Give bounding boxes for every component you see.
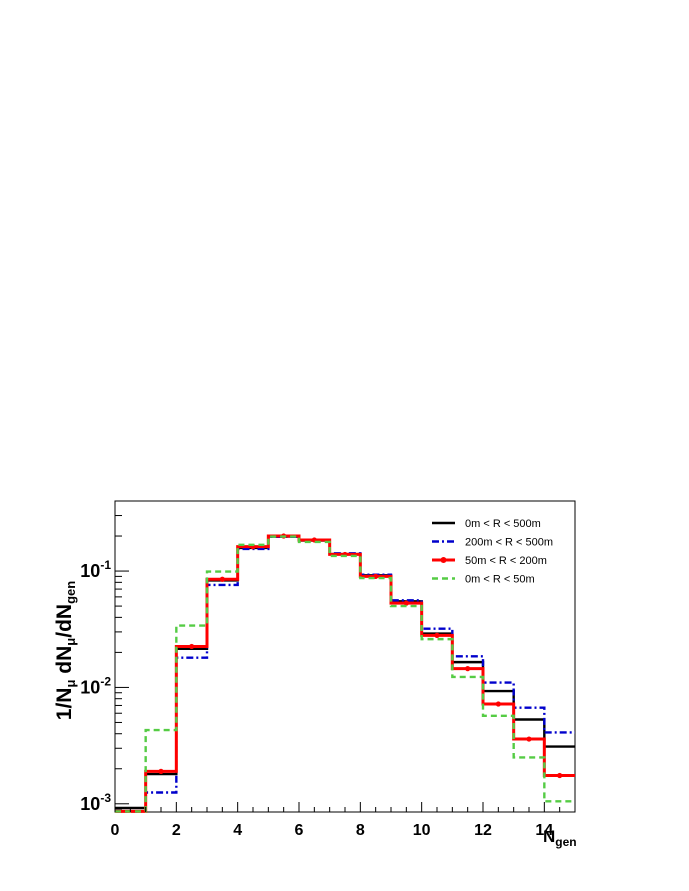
x-tick-label: 6 [295,822,304,839]
x-tick-label: 12 [474,822,492,839]
x-tick-label: 10 [413,822,431,839]
legend: 0m < R < 500m 200m < R < 500m 50m < R < 20… [432,518,553,586]
data-point [219,576,225,582]
x-tick-label: 2 [172,822,181,839]
data-point [557,772,563,779]
legend-entry-label: 0m < R < 50m [465,574,535,586]
data-point [526,736,532,742]
data-point [403,600,409,606]
series-line-3 [115,535,575,813]
legend-entry-label: 0m < R < 500m [465,518,541,530]
series-layer [115,533,575,813]
x-tick-label: 14 [535,822,553,839]
data-point [465,666,471,672]
axes-layer: 0 2 4 6 8 10 12 14 10-3 10-2 10-1 [80,500,576,839]
x-tick-label: 8 [356,822,365,839]
data-point [495,701,501,707]
y-axis-label: 1/Nμ dNμ/dNgen [53,581,78,720]
x-axis-label: Ngen [543,827,577,849]
y-tick-label: 10-3 [80,791,111,814]
y-tick-label: 10-1 [80,558,111,581]
legend-entry-label: 50m < R < 200m [465,555,547,567]
x-tick-label: 0 [111,822,120,839]
legend-entry-label: 200m < R < 500m [465,537,553,549]
x-tick-label: 4 [233,822,242,839]
data-point [158,768,164,774]
data-point [189,643,195,650]
svg-text:1/Nμ dNμ/dNgen: 1/Nμ dNμ/dNgen [53,581,78,720]
legend-marker [440,557,447,563]
y-tick-label: 10-2 [80,674,111,697]
data-point [434,632,440,638]
